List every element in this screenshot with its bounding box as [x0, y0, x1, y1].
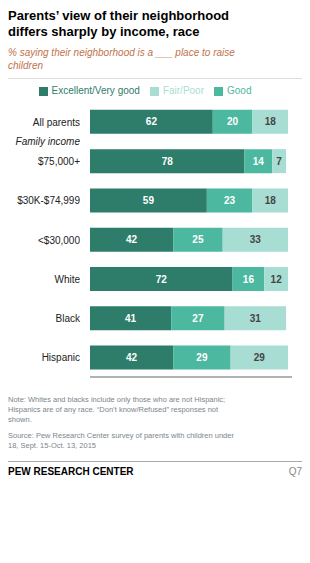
svg-text:Family income: Family income	[16, 136, 81, 147]
html-text:% saying their neighborhood is: % saying their neighborhood is a ___ pla…	[8, 47, 235, 71]
svg-text:18: 18	[265, 116, 277, 127]
svg-text:25: 25	[192, 234, 204, 245]
svg-text:59: 59	[143, 195, 155, 206]
svg-text:Black: Black	[56, 313, 81, 324]
html-text:Note: Whites and blacks includ: Note: Whites and blacks include only tho…	[8, 395, 226, 424]
svg-text:23: 23	[224, 195, 236, 206]
svg-text:<$30,000: <$30,000	[38, 235, 80, 246]
svg-text:31: 31	[250, 313, 262, 324]
svg-text:27: 27	[192, 313, 204, 324]
svg-text:42: 42	[126, 234, 138, 245]
svg-text:$30K-$74,999: $30K-$74,999	[17, 195, 80, 206]
svg-text:12: 12	[271, 274, 283, 285]
svg-text:7: 7	[276, 156, 282, 167]
svg-text:42: 42	[126, 352, 138, 363]
html-text:Parents’ view of their neighbo: Parents’ view of their neighborhood diff…	[8, 8, 229, 39]
svg-text:78: 78	[162, 156, 174, 167]
html-text:PEW RESEARCH CENTER: PEW RESEARCH CENTER	[8, 466, 134, 477]
html-text:Q7: Q7	[288, 466, 302, 477]
svg-text:All parents: All parents	[33, 117, 80, 128]
svg-text:29: 29	[196, 352, 208, 363]
svg-text:Hispanic: Hispanic	[42, 352, 80, 363]
html-text:Good: Good	[227, 85, 252, 96]
svg-text:62: 62	[146, 116, 158, 127]
svg-text:20: 20	[227, 116, 239, 127]
svg-text:29: 29	[254, 352, 266, 363]
html-text:Excellent/Very good: Excellent/Very good	[51, 85, 140, 96]
html-text:Source: Pew Research Center su: Source: Pew Research Center survey of pa…	[8, 431, 234, 450]
html-text:Fair/Poor: Fair/Poor	[162, 85, 204, 96]
svg-text:72: 72	[156, 274, 168, 285]
svg-text:41: 41	[125, 313, 137, 324]
svg-text:33: 33	[250, 234, 262, 245]
svg-text:16: 16	[243, 274, 255, 285]
svg-text:White: White	[54, 274, 80, 285]
svg-text:18: 18	[265, 195, 277, 206]
svg-text:14: 14	[253, 156, 265, 167]
svg-text:$75,000+: $75,000+	[38, 156, 80, 167]
